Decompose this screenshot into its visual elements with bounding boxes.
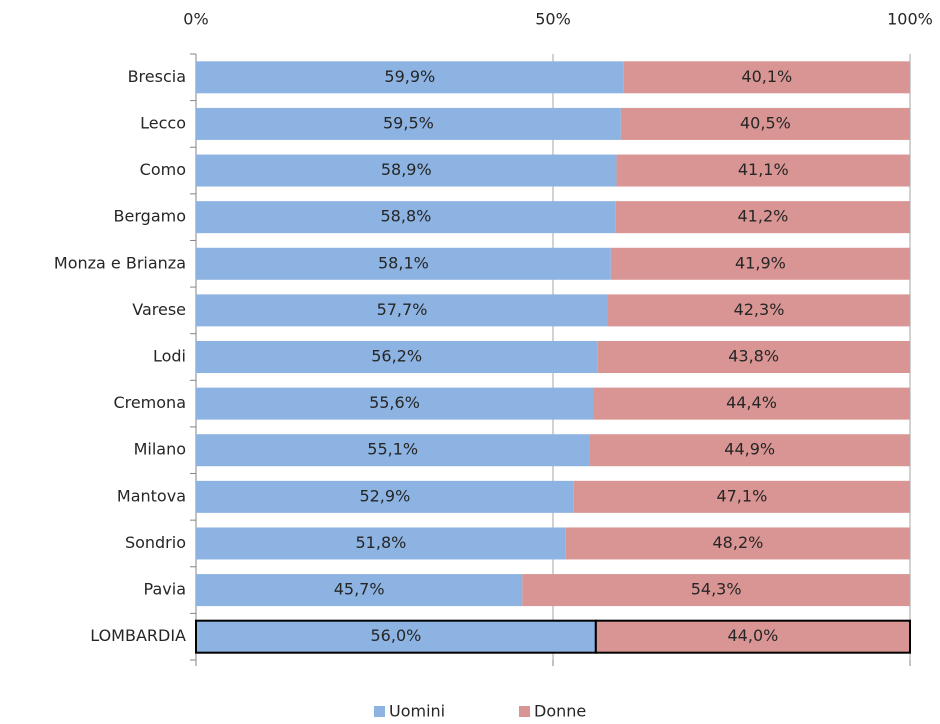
y-tick-label: Monza e Brianza	[54, 253, 186, 272]
x-tick-label: 100%	[887, 10, 933, 29]
x-tick-label: 0%	[183, 10, 208, 29]
value-label: 54,3%	[691, 580, 742, 599]
bar-segment	[196, 201, 616, 234]
value-label: 41,2%	[738, 207, 789, 226]
bar-segment	[195, 619, 597, 654]
bar-segment	[597, 341, 910, 373]
legend-swatch	[374, 706, 385, 717]
bar-segment	[594, 619, 912, 654]
y-tick-label: Lodi	[153, 347, 186, 366]
y-tick-label: Bergamo	[114, 207, 186, 226]
value-label: 47,1%	[716, 486, 767, 505]
bar-segment	[196, 480, 574, 513]
bar-segment	[616, 154, 910, 187]
legend-label: Donne	[534, 702, 586, 721]
y-tick-label: Milano	[134, 440, 186, 459]
value-label: 52,9%	[359, 486, 410, 505]
bar-segment	[615, 201, 910, 234]
y-tick-label: Cremona	[113, 393, 186, 412]
value-label: 43,8%	[728, 347, 779, 366]
value-label: 41,1%	[738, 160, 789, 179]
value-label: 57,7%	[377, 300, 428, 319]
bar-segment	[623, 61, 910, 94]
value-label: 48,2%	[713, 533, 764, 552]
y-tick-label: Pavia	[144, 580, 186, 599]
bar-segment	[620, 107, 910, 140]
bar-segment	[196, 154, 617, 187]
value-label: 56,2%	[371, 347, 422, 366]
bar-segment	[610, 247, 910, 280]
value-label: 58,8%	[381, 207, 432, 226]
bar-segment	[196, 247, 611, 280]
value-label: 59,5%	[383, 113, 434, 132]
y-tick-label: LOMBARDIA	[90, 626, 186, 645]
value-label: 56,0%	[371, 626, 422, 645]
value-label: 51,8%	[356, 533, 407, 552]
value-label: 58,9%	[381, 160, 432, 179]
bar-segment	[592, 387, 910, 420]
y-tick-label: Varese	[132, 300, 186, 319]
y-tick-label: Como	[140, 160, 186, 179]
value-label: 40,5%	[740, 113, 791, 132]
y-tick-label: Sondrio	[125, 533, 186, 552]
bar-segment	[196, 341, 598, 373]
y-tick-label: Mantova	[117, 486, 186, 505]
bar-segment	[196, 387, 593, 420]
legend-label: Uomini	[389, 702, 445, 721]
y-tick-label: Brescia	[128, 67, 186, 86]
legend-swatch	[519, 706, 530, 717]
bar-segment	[196, 107, 621, 140]
bar-segment	[607, 294, 910, 327]
bar-segment	[573, 480, 910, 513]
bar-segment	[565, 527, 910, 560]
bar-segment	[196, 61, 624, 94]
bar-segment	[196, 527, 566, 560]
value-label: 44,4%	[726, 393, 777, 412]
bar-segment	[196, 574, 523, 607]
value-label: 55,1%	[367, 440, 418, 459]
bar-segment	[196, 294, 608, 327]
bar-segment	[589, 434, 910, 467]
y-tick-label: Lecco	[140, 113, 186, 132]
bar-segment	[522, 574, 910, 607]
value-label: 59,9%	[384, 67, 435, 86]
x-tick-label: 50%	[535, 10, 571, 29]
value-label: 55,6%	[369, 393, 420, 412]
value-label: 45,7%	[334, 580, 385, 599]
bar-segment	[196, 434, 590, 467]
value-label: 41,9%	[735, 253, 786, 272]
value-label: 44,0%	[728, 626, 779, 645]
value-label: 42,3%	[734, 300, 785, 319]
value-label: 40,1%	[741, 67, 792, 86]
value-label: 58,1%	[378, 253, 429, 272]
value-label: 44,9%	[724, 440, 775, 459]
